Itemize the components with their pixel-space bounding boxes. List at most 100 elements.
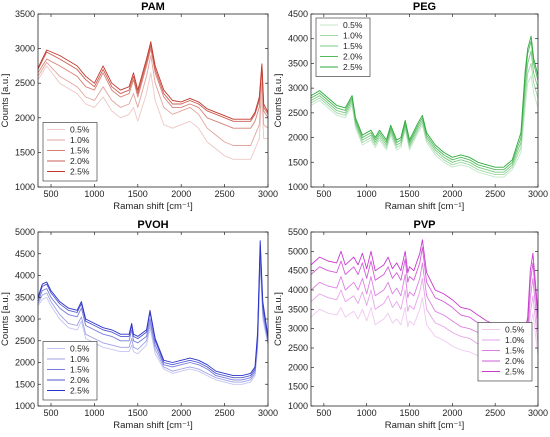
y-axis-label: Counts [a.u.]	[273, 74, 284, 128]
axes-box	[310, 13, 539, 188]
y-tick-label: 1500	[288, 157, 308, 167]
y-tick-label: 4500	[15, 249, 35, 259]
legend-entry: 1.5%	[70, 146, 90, 156]
y-tick-label: 1500	[15, 379, 35, 389]
y-tick-label: 3500	[15, 292, 35, 302]
legend: 0.5%1.0%1.5%2.0%2.5%	[477, 322, 533, 382]
y-tick-label: 2500	[288, 343, 308, 353]
y-tick-label: 1500	[288, 382, 308, 392]
legend-entry: 2.0%	[70, 375, 90, 385]
legend-entry: 1.5%	[70, 365, 90, 375]
x-tick-label: 500	[316, 408, 331, 418]
y-axis-label: Counts [a.u.]	[0, 74, 11, 128]
y-tick-label: 2000	[288, 133, 308, 143]
y-tick-label: 3000	[15, 314, 35, 324]
panel-pvoh: PVOH 500 1000 1500 2000 2500 3000 1000 1500 2000 2…	[0, 219, 278, 431]
x-tick-label: 3000	[528, 189, 548, 199]
x-axis-label: Raman shift [cm⁻¹]	[113, 420, 192, 431]
legend-entry: 2.0%	[505, 356, 525, 366]
y-tick-label: 4500	[288, 266, 308, 276]
chart-title: PEG	[413, 1, 436, 13]
x-tick-label: 3000	[258, 408, 278, 418]
legend-entry: 1.0%	[70, 354, 90, 364]
x-tick-label: 2000	[171, 189, 191, 199]
x-tick-label: 500	[44, 189, 59, 199]
legend-entry: 0.5%	[505, 324, 525, 334]
y-tick-label: 3500	[15, 9, 35, 19]
legend-entry: 1.0%	[70, 135, 90, 145]
x-tick-label: 2500	[485, 189, 505, 199]
x-tick-label: 500	[44, 408, 59, 418]
legend: 0.5%1.0%1.5%2.0%2.5%	[42, 341, 98, 401]
y-tick-label: 5000	[288, 246, 308, 256]
y-tick-label: 1000	[288, 401, 308, 411]
y-tick-label: 4500	[288, 9, 308, 19]
panel-peg: PEG 500 1000 1500 2000 2500 3000 1000 1500 2000 25…	[273, 1, 548, 212]
y-tick-label: 4000	[288, 285, 308, 295]
y-tick-label: 3000	[288, 324, 308, 334]
y-tick-label: 4000	[288, 34, 308, 44]
chart-title: PVOH	[137, 219, 168, 231]
panel-pam: PAM 500 1000 1500 2000 2500 3000 1000 1500 2000 25…	[0, 1, 278, 212]
series-group	[38, 240, 268, 385]
x-tick-label: 1000	[357, 408, 377, 418]
panel-pvp: PVP 500 1000 1500 2000 2500 3000 1000 1500 2000 25…	[273, 219, 548, 431]
legend-entry: 2.0%	[70, 156, 90, 166]
legend-entry: 1.5%	[343, 41, 363, 51]
y-tick-label: 2500	[15, 78, 35, 88]
series-line-0.5%	[38, 65, 268, 160]
series-line-2.5%	[311, 35, 538, 168]
series-group	[38, 41, 268, 160]
legend-entry: 2.5%	[343, 62, 363, 72]
x-tick-label: 1500	[128, 408, 148, 418]
series-line-2.5%	[38, 240, 268, 377]
legend-entry: 1.5%	[505, 345, 525, 355]
y-tick-label: 4000	[15, 271, 35, 281]
y-tick-label: 3000	[288, 83, 308, 93]
x-tick-label: 2500	[215, 189, 235, 199]
x-tick-label: 2500	[485, 408, 505, 418]
y-tick-label: 2500	[288, 108, 308, 118]
legend-entry: 0.5%	[343, 20, 363, 30]
x-tick-label: 1000	[357, 189, 377, 199]
x-tick-label: 1000	[84, 189, 104, 199]
series-line-1.0%	[38, 257, 268, 383]
x-tick-label: 1000	[84, 408, 104, 418]
legend-entry: 2.5%	[505, 366, 525, 376]
series-group	[311, 35, 538, 178]
x-axis-label: Raman shift [cm⁻¹]	[385, 420, 464, 431]
y-tick-label: 1000	[288, 182, 308, 192]
series-line-1.5%	[38, 253, 268, 381]
legend-entry: 0.5%	[70, 125, 90, 135]
y-tick-label: 2000	[288, 362, 308, 372]
y-tick-label: 2000	[15, 358, 35, 368]
y-tick-label: 1000	[15, 401, 35, 411]
x-tick-label: 1500	[399, 189, 419, 199]
legend-entry: 1.0%	[343, 31, 363, 41]
x-tick-label: 2000	[171, 408, 191, 418]
x-tick-label: 2000	[442, 408, 462, 418]
x-tick-label: 3000	[258, 189, 278, 199]
legend: 0.5%1.0%1.5%2.0%2.5%	[315, 17, 371, 77]
axes-box	[310, 231, 539, 407]
axes-box	[37, 13, 269, 188]
series-line-0.5%	[38, 262, 268, 385]
y-tick-label: 2500	[15, 336, 35, 346]
y-tick-label: 3500	[288, 304, 308, 314]
x-axis-label: Raman shift [cm⁻¹]	[385, 201, 464, 212]
x-tick-label: 3000	[528, 408, 548, 418]
legend-entry: 1.0%	[505, 335, 525, 345]
legend-entry: 2.5%	[70, 386, 90, 396]
series-line-2.5%	[38, 41, 268, 120]
legend-entry: 0.5%	[70, 344, 90, 354]
x-tick-label: 2500	[215, 408, 235, 418]
series-line-1.0%	[311, 62, 538, 176]
x-tick-label: 1500	[399, 408, 419, 418]
chart-title: PVP	[413, 219, 435, 231]
legend-entry: 2.0%	[343, 52, 363, 62]
y-axis-label: Counts [a.u.]	[0, 292, 11, 346]
x-axis-label: Raman shift [cm⁻¹]	[113, 201, 192, 212]
y-axis-label: Counts [a.u.]	[273, 292, 284, 346]
y-tick-label: 5000	[15, 227, 35, 237]
